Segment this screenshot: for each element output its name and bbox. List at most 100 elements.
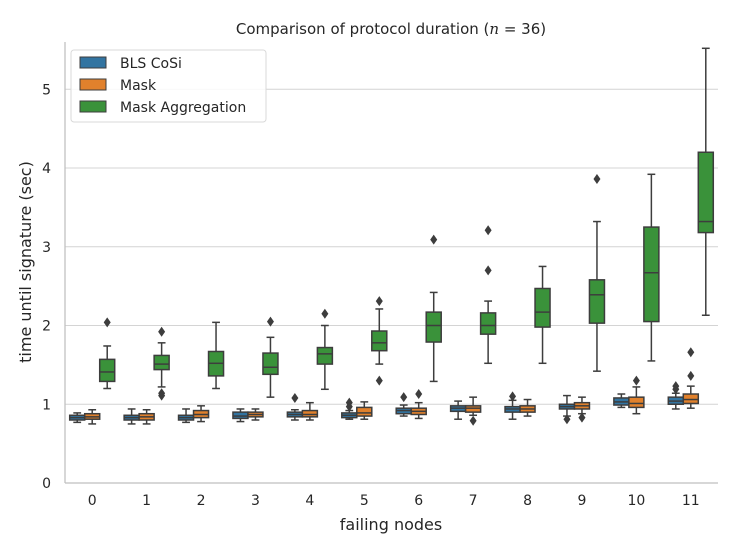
box-mask-aggregation-4 <box>316 308 334 391</box>
chart-title-equals: = 36 <box>499 20 540 38</box>
y-tick-label-4: 4 <box>42 161 51 177</box>
box-bls-cosi-11 <box>667 381 685 410</box>
box-mask-2 <box>192 405 210 423</box>
x-tick-label-6: 6 <box>414 493 423 509</box>
box-iqr <box>588 279 606 324</box>
legend-label-mask-aggregation: Mask Aggregation <box>120 100 246 116</box>
axes <box>64 42 718 484</box>
outlier-0 <box>400 392 408 403</box>
box-iqr <box>425 311 442 343</box>
box-bls-cosi-4 <box>286 392 304 421</box>
box-iqr <box>153 354 170 371</box>
legend: BLS CoSi Mask Mask Aggregation <box>70 49 267 123</box>
box-mask-0 <box>83 409 101 425</box>
box-iqr <box>232 411 249 420</box>
box-bls-cosi-9 <box>558 394 576 425</box>
x-tick-label-7: 7 <box>469 493 478 509</box>
outlier-0 <box>687 370 695 381</box>
outlier-0 <box>632 375 640 386</box>
box-mask-4 <box>301 401 319 421</box>
outlier-1 <box>484 265 492 276</box>
box-mask-aggregation-11 <box>697 47 715 317</box>
x-tick-label-9: 9 <box>577 493 586 509</box>
box-iqr <box>479 312 497 335</box>
legend-swatch-bls-cosi <box>79 56 107 69</box>
box-bls-cosi-2 <box>177 408 195 424</box>
x-tick-labels: 0 1 2 3 4 5 6 7 8 9 10 11 <box>88 493 700 509</box>
x-tick-label-0: 0 <box>88 493 97 509</box>
outlier-1 <box>672 384 680 395</box>
y-axis-label: time until signature (sec) <box>16 161 35 363</box>
box-mask-3 <box>247 408 264 421</box>
box-mask-aggregation-3 <box>262 316 279 398</box>
box-mask-aggregation-6 <box>425 234 442 383</box>
x-tick-label-2: 2 <box>197 493 206 509</box>
box-bls-cosi-6 <box>395 392 412 417</box>
outlier-1 <box>345 401 353 412</box>
outlier-0 <box>321 308 329 319</box>
x-axis-label: failing nodes <box>340 515 442 534</box>
outlier-0 <box>593 174 601 185</box>
x-tick-label-4: 4 <box>305 493 314 509</box>
box-bls-cosi-5 <box>341 397 358 420</box>
box-iqr <box>628 396 645 409</box>
box-iqr <box>356 406 373 417</box>
chart-title-prefix: Comparison of protocol duration ( <box>236 20 490 38</box>
box-mask-11 <box>682 347 700 409</box>
y-tick-labels: 0 1 2 3 4 5 <box>42 82 51 492</box>
x-tick-label-10: 10 <box>627 493 645 509</box>
y-tick-label-2: 2 <box>42 319 51 335</box>
box-mask-10 <box>628 375 645 415</box>
box-mask-8 <box>519 398 536 417</box>
outlier-0 <box>291 392 299 403</box>
box-bls-cosi-0 <box>68 412 86 424</box>
box-mask-6 <box>410 389 427 420</box>
box-mask-aggregation-9 <box>588 174 606 372</box>
box-iqr <box>98 358 116 383</box>
legend-label-mask: Mask <box>120 78 157 94</box>
outlier-0 <box>375 296 383 307</box>
outlier-1 <box>375 375 383 386</box>
box-mask-aggregation-8 <box>534 265 551 365</box>
box-mask-5 <box>356 401 373 420</box>
box-bls-cosi-3 <box>232 408 249 423</box>
outlier-2 <box>158 390 166 401</box>
box-mask-aggregation-7 <box>479 225 497 365</box>
outlier-1 <box>687 347 695 358</box>
chart-title-suffix: ) <box>540 20 546 38</box>
chart-title-variable: n <box>489 20 499 38</box>
x-tick-label-11: 11 <box>682 493 700 509</box>
box-iqr <box>682 393 700 405</box>
box-iqr <box>643 226 660 323</box>
y-tick-label-5: 5 <box>42 82 51 98</box>
box-bls-cosi-8 <box>504 391 521 420</box>
outlier-0 <box>469 415 477 426</box>
box-mask-7 <box>464 396 482 426</box>
box-mask-1 <box>138 409 155 425</box>
outlier-0 <box>415 389 423 400</box>
outlier-0 <box>266 316 274 327</box>
outlier-0 <box>158 326 166 337</box>
outlier-0 <box>563 414 571 425</box>
box-mask-aggregation-2 <box>207 321 225 390</box>
box-iqr <box>697 151 715 234</box>
box-bls-cosi-1 <box>123 408 140 425</box>
legend-swatch-mask-aggregation <box>79 100 107 113</box>
x-tick-label-3: 3 <box>251 493 260 509</box>
outlier-0 <box>484 225 492 236</box>
box-iqr <box>534 287 551 328</box>
box-iqr <box>262 352 279 376</box>
box-iqr <box>316 346 334 365</box>
outlier-0 <box>430 234 438 245</box>
box-mask-9 <box>573 396 591 423</box>
legend-label-bls-cosi: BLS CoSi <box>120 56 182 72</box>
x-tick-label-1: 1 <box>142 493 151 509</box>
y-tick-label-3: 3 <box>42 240 51 256</box>
box-mask-aggregation-1 <box>153 326 170 401</box>
legend-frame <box>70 49 267 123</box>
chart-title: Comparison of protocol duration (n = 36) <box>236 20 546 38</box>
box-iqr <box>464 405 482 413</box>
y-tick-label-1: 1 <box>42 397 51 413</box>
box-mask-aggregation-0 <box>98 317 116 390</box>
